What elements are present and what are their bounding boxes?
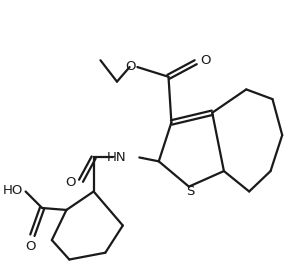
Text: S: S	[186, 185, 194, 198]
Text: O: O	[25, 240, 36, 253]
Text: O: O	[125, 60, 135, 73]
Text: HN: HN	[107, 151, 127, 164]
Text: HO: HO	[2, 184, 23, 197]
Text: O: O	[66, 176, 76, 189]
Text: O: O	[201, 54, 211, 67]
